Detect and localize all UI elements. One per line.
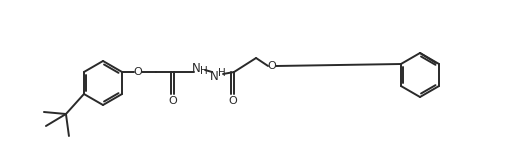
Text: O: O: [168, 96, 177, 106]
Text: O: O: [228, 96, 237, 106]
Text: H: H: [218, 68, 226, 78]
Text: H: H: [200, 66, 208, 76]
Text: O: O: [268, 61, 277, 71]
Text: N: N: [210, 70, 218, 83]
Text: N: N: [191, 61, 200, 75]
Text: O: O: [134, 67, 143, 77]
